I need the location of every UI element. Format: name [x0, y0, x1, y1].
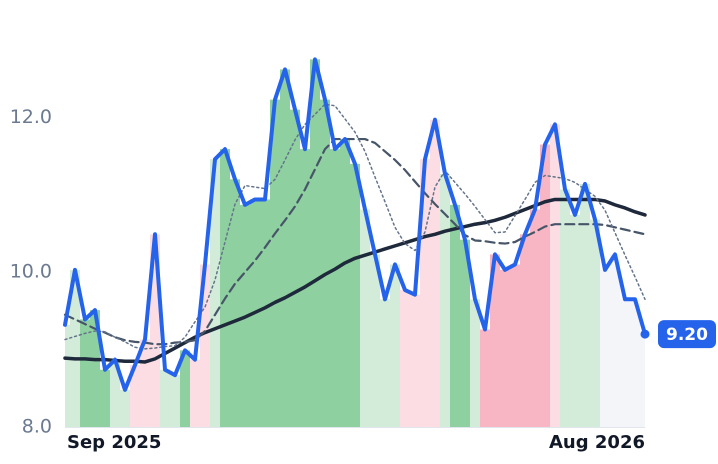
y-tick-label: 12.0: [10, 106, 52, 128]
shade-bar: [470, 299, 480, 427]
shade-bar: [100, 369, 110, 427]
y-tick-label: 8.0: [22, 416, 52, 438]
shade-bar: [210, 159, 220, 428]
shade-bar: [480, 329, 490, 427]
shade-bar: [200, 264, 210, 427]
shade-bar: [560, 189, 570, 427]
shade-bar: [370, 254, 380, 427]
shade-bar: [390, 264, 400, 427]
shade-bar: [430, 119, 440, 428]
shade-bar: [550, 124, 560, 427]
shade-bar: [450, 204, 460, 427]
shade-bar: [70, 269, 80, 427]
value-label-box: [658, 320, 716, 349]
shade-bar: [230, 179, 240, 427]
shade-bar: [330, 149, 340, 427]
shade-bar: [520, 234, 530, 427]
shade-bar: [610, 254, 620, 427]
last-point: [640, 329, 650, 339]
average-line: [63, 197, 647, 364]
value-label: 9.20: [666, 325, 708, 345]
x-tick-label: Aug 2026: [549, 432, 645, 453]
shade-bar: [260, 199, 270, 427]
shade-bar: [580, 183, 590, 427]
shade-bar: [530, 209, 540, 427]
shade-bar: [460, 239, 470, 427]
shade-bar: [400, 290, 410, 427]
shade-bar: [120, 389, 130, 427]
shade-bar: [590, 219, 600, 427]
shade-bar: [490, 254, 500, 427]
shade-bar: [380, 299, 390, 427]
shade-bar: [360, 209, 370, 427]
shade-bar: [310, 59, 320, 427]
shade-bar: [170, 375, 180, 427]
shade-bar: [130, 365, 140, 427]
shade-bar: [620, 299, 630, 427]
shade-bar: [190, 359, 200, 427]
shade-bar: [440, 173, 450, 427]
x-tick-label: Sep 2025: [67, 432, 161, 453]
shade-bar: [420, 159, 430, 428]
y-tick-label: 10.0: [10, 261, 52, 283]
shade-bar: [80, 319, 90, 427]
shade-bar: [340, 139, 350, 427]
shade-bar: [220, 149, 230, 427]
shade-bar: [410, 294, 420, 427]
shade-bar: [290, 109, 300, 427]
shade-bar: [90, 310, 100, 427]
shade-bar: [320, 99, 330, 428]
shade-bar: [270, 99, 280, 428]
shade-bar: [150, 234, 160, 427]
shade-bar: [630, 299, 640, 427]
shade-bar: [350, 163, 360, 427]
shade-bar: [540, 144, 550, 428]
shade-bar: [110, 359, 120, 427]
shade-bar: [160, 369, 170, 427]
shade-bar: [65, 324, 70, 427]
shade-bar: [140, 339, 150, 427]
shade-bar: [640, 334, 645, 427]
shade-bar: [180, 350, 190, 427]
shade-bar: [500, 269, 510, 427]
shade-bar: [510, 264, 520, 427]
shade-bar: [600, 269, 610, 427]
price-line: [63, 57, 647, 392]
shade-bar: [570, 214, 580, 427]
shade-bar: [280, 69, 290, 428]
